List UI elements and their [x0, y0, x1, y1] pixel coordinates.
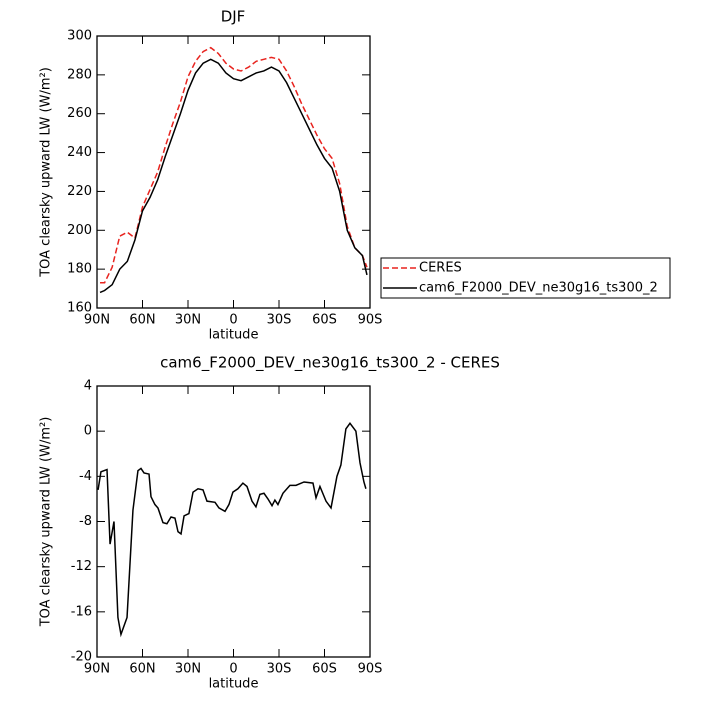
data-line: [97, 421, 367, 638]
x-tick-label: 60N: [129, 662, 155, 677]
legend-label: CERES: [419, 261, 462, 276]
x-tick-label: 30S: [267, 662, 292, 677]
x-tick-label: 0: [229, 313, 237, 328]
plot-frame: [96, 35, 371, 309]
x-tick-label: 60S: [312, 662, 337, 677]
y-tick-label: -4: [79, 469, 92, 484]
y-tick-label: -8: [79, 514, 92, 529]
x-tick-label: 0: [229, 662, 237, 677]
y-axis-label: TOA clearsky upward LW (W/m²): [39, 67, 54, 278]
data-line: [100, 46, 368, 284]
x-tick-label: 30N: [175, 662, 201, 677]
y-tick-label: -16: [71, 604, 92, 619]
y-tick-label: 180: [67, 262, 92, 277]
x-tick-label: 60S: [312, 313, 337, 328]
y-tick-label: 260: [67, 106, 92, 121]
y-tick-label: 280: [67, 67, 92, 82]
x-axis-label: latitude: [209, 677, 259, 692]
y-tick-label: 240: [67, 145, 92, 160]
x-axis-label: latitude: [209, 328, 259, 343]
y-tick-label: -20: [71, 650, 92, 665]
x-tick-label: 90S: [358, 313, 383, 328]
plot-frame: [96, 385, 371, 658]
legend-box: [380, 257, 671, 299]
y-axis-label: TOA clearsky upward LW (W/m²): [39, 417, 54, 628]
data-line: [99, 58, 368, 294]
legend-label: cam6_F2000_DEV_ne30g16_ts300_2: [419, 281, 658, 296]
y-tick-label: 0: [84, 424, 92, 439]
x-tick-label: 90N: [84, 662, 110, 677]
y-tick-label: -12: [71, 559, 92, 574]
x-tick-label: 30N: [175, 313, 201, 328]
y-tick-label: 300: [67, 29, 92, 44]
x-tick-label: 60N: [129, 313, 155, 328]
y-tick-label: 220: [67, 184, 92, 199]
y-tick-label: 200: [67, 223, 92, 238]
chart-title: DJF: [221, 8, 246, 26]
y-tick-label: 4: [84, 379, 92, 394]
y-tick-label: 160: [67, 301, 92, 316]
x-tick-label: 30S: [267, 313, 292, 328]
chart-title: cam6_F2000_DEV_ne30g16_ts300_2 - CERES: [160, 354, 500, 373]
x-tick-label: 90S: [358, 662, 383, 677]
x-tick-label: 90N: [84, 313, 110, 328]
